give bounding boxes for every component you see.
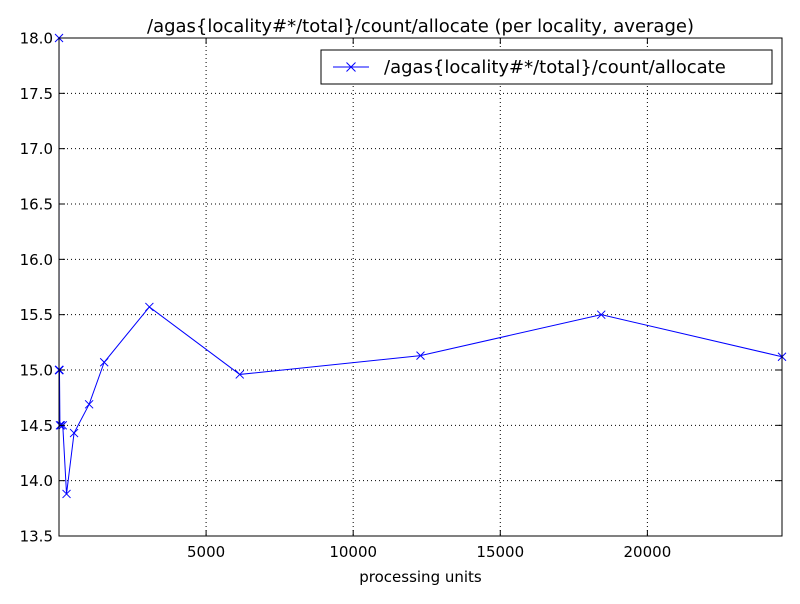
data-point [416,351,425,360]
data-point [62,489,71,499]
x-tick-label: 20000 [624,543,672,561]
data-point [596,310,606,320]
y-tick-label: 15.0 [20,362,53,380]
y-tick-label: 16.5 [20,196,53,214]
legend-box [320,49,773,85]
plot-frame [58,37,783,537]
tick-layer: 13.5 14.0 14.5 15.0 15.5 16.0 16.5 17.0 17.5 18.0… [20,30,782,561]
y-tick-label: 14.5 [20,417,53,435]
legend-marker-x-icon [346,62,356,72]
y-tick-label: 17.0 [20,140,53,158]
chart-title: /agas{locality#*/total}/count/allocate (… [147,16,694,37]
y-tick-label: 18.0 [20,30,53,48]
y-tick-label: 15.5 [20,306,53,324]
data-point [99,357,109,367]
legend: /agas{locality#*/total}/count/allocate [320,49,773,85]
y-tick-label: 17.5 [20,85,53,103]
data-point [84,399,94,409]
data-point [235,370,245,379]
x-axis-label: processing units [359,568,482,586]
x-tick-label: 10000 [329,543,377,561]
x-tick-label: 15000 [476,543,524,561]
y-tick-label: 14.0 [20,472,53,490]
data-point [145,302,154,312]
y-tick-label: 13.5 [20,528,53,546]
legend-label: /agas{locality#*/total}/count/allocate [384,57,726,78]
y-tick-label: 16.0 [20,251,53,269]
grid-layer [59,38,782,536]
x-tick-label: 5000 [187,543,225,561]
data-point [69,428,79,438]
